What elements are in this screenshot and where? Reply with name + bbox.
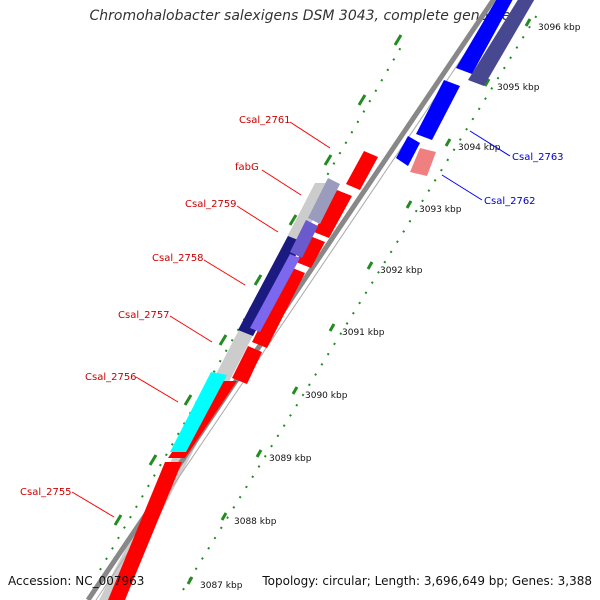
kbp-tick bbox=[405, 200, 413, 209]
gene-fabg bbox=[314, 190, 352, 238]
outer-tick bbox=[288, 214, 298, 226]
kbp-tick bbox=[483, 78, 491, 87]
kbp-tick bbox=[291, 386, 299, 395]
gene-csal-2755 bbox=[108, 462, 182, 600]
gene-purple-1 bbox=[250, 254, 300, 332]
gene-csal-2762 bbox=[410, 148, 436, 176]
gene-blue-3 bbox=[456, 0, 513, 74]
kbp-tick-label: 3089 kbp bbox=[269, 454, 312, 464]
gene-label: Csal_2762 bbox=[484, 196, 536, 207]
gene-csal-2759 bbox=[296, 236, 325, 268]
outer-tick bbox=[113, 514, 123, 526]
kbp-tick bbox=[444, 138, 452, 147]
leader-line bbox=[441, 174, 483, 201]
topology-label: Topology: circular; Length: 3,696,649 bp… bbox=[262, 574, 592, 588]
outer-tick bbox=[218, 334, 228, 346]
gene-csal-2757 bbox=[232, 346, 262, 384]
gene-cyan bbox=[170, 372, 227, 452]
genome-title: Chromohalobacter salexigens DSM 3043, co… bbox=[89, 8, 511, 24]
kbp-tick bbox=[328, 323, 336, 332]
kbp-tick-label: 3093 kbp bbox=[419, 205, 462, 215]
kbp-tick bbox=[255, 449, 263, 458]
leader-line bbox=[289, 121, 331, 149]
major-ticks bbox=[186, 18, 532, 585]
gene-label: Csal_2761 bbox=[239, 115, 291, 126]
gene-slate bbox=[468, 0, 535, 86]
kbp-tick-label: 3092 kbp bbox=[380, 266, 423, 276]
leader-line bbox=[203, 259, 246, 286]
gene-blue-2 bbox=[416, 80, 460, 140]
outer-tick bbox=[148, 454, 158, 466]
kbp-tick bbox=[186, 576, 194, 585]
blue-genes bbox=[396, 0, 535, 176]
outer-tick bbox=[253, 274, 263, 286]
gene-purple-2 bbox=[290, 220, 318, 258]
outer-tick bbox=[357, 94, 367, 106]
gene-label: Csal_2756 bbox=[85, 372, 137, 383]
kbp-tick-label: 3087 kbp bbox=[200, 581, 243, 591]
kbp-tick-label: 3095 kbp bbox=[497, 83, 540, 93]
gene-label: Csal_2763 bbox=[512, 152, 564, 163]
kbp-tick bbox=[524, 18, 532, 27]
accession-label: Accession: NC_007963 bbox=[8, 574, 145, 588]
gene-label: Csal_2758 bbox=[152, 253, 204, 264]
gene-csal-2758 bbox=[252, 267, 305, 348]
leader-line bbox=[135, 376, 179, 403]
leader-line bbox=[169, 315, 213, 343]
gene-label: Csal_2759 bbox=[185, 199, 237, 210]
inner-dotted-line bbox=[182, 9, 541, 591]
leader-line bbox=[236, 205, 279, 233]
forward-genes bbox=[108, 151, 378, 600]
gene-labels: Csal_2755 Csal_2756 Csal_2757 Csal_2758 Csal… bbox=[20, 115, 564, 518]
outer-ticks bbox=[113, 34, 403, 526]
gene-label: Csal_2757 bbox=[118, 310, 170, 321]
gene-csal-2761 bbox=[346, 151, 378, 190]
kbp-tick bbox=[366, 261, 374, 270]
outer-tick bbox=[393, 34, 403, 46]
gene-label: fabG bbox=[235, 162, 259, 173]
outer-tick bbox=[323, 154, 333, 166]
leader-line bbox=[71, 491, 115, 518]
kbp-tick-label: 3094 kbp bbox=[458, 143, 501, 153]
outer-tick bbox=[183, 394, 193, 406]
kbp-tick-label: 3091 kbp bbox=[342, 328, 385, 338]
kbp-labels: 3087 kbp 3088 kbp 3089 kbp 3090 kbp 3091 kbp… bbox=[200, 23, 581, 591]
gene-csal-2763 bbox=[396, 136, 420, 166]
kbp-tick-label: 3090 kbp bbox=[305, 391, 348, 401]
kbp-tick-label: 3096 kbp bbox=[538, 23, 581, 33]
gene-grey-seg bbox=[308, 178, 340, 224]
gene-label: Csal_2755 bbox=[20, 487, 72, 498]
leader-line bbox=[261, 169, 302, 196]
kbp-tick-label: 3088 kbp bbox=[234, 517, 277, 527]
reverse-genes bbox=[170, 178, 340, 452]
kbp-tick bbox=[220, 512, 228, 521]
leader-line bbox=[469, 130, 511, 157]
